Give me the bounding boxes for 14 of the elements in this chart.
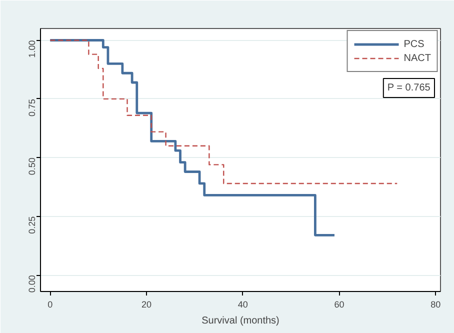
- x-axis-title: Survival (months): [202, 316, 280, 326]
- annotation: P = 0.765: [387, 82, 431, 94]
- legend-label: NACT: [404, 52, 431, 65]
- x-tick-label: 20: [142, 300, 152, 310]
- x-tick-label: 40: [238, 300, 248, 310]
- x-tick-label: 0: [48, 300, 53, 310]
- y-tick-label: 0.25: [27, 216, 37, 234]
- legend-label: PCS: [404, 38, 424, 51]
- y-tick-label: 0.50: [27, 158, 37, 176]
- x-tick-label: 80: [430, 300, 441, 310]
- y-tick-label: 0.75: [27, 98, 37, 116]
- x-tick-label: 60: [334, 300, 344, 310]
- y-tick-label: 0.00: [27, 275, 37, 293]
- y-tick-label: 1.00: [27, 40, 37, 58]
